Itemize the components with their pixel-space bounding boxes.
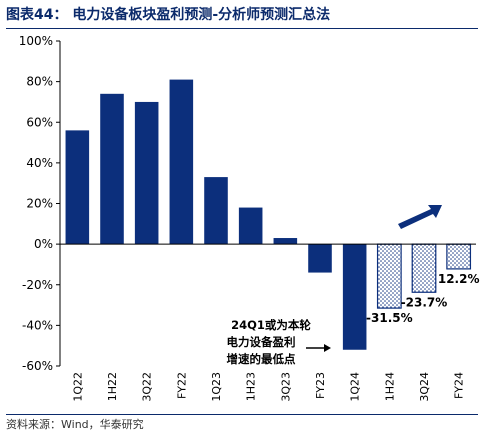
bar — [342, 244, 367, 350]
bar — [308, 244, 332, 273]
y-tick-label: 80% — [26, 75, 53, 89]
source-note: 资料来源：Wind，华泰研究 — [6, 414, 478, 435]
x-tick-label: 1Q24 — [349, 372, 362, 402]
data-labels: -31.5% -23.7% 12.2% — [366, 272, 479, 325]
y-tick-label: 100% — [19, 34, 53, 48]
bar — [204, 177, 228, 245]
forecast-bar — [411, 243, 437, 293]
y-tick-label: 60% — [26, 115, 53, 129]
annotation-line-3: 增速的最低点 — [227, 352, 296, 366]
forecast-bar — [376, 243, 402, 309]
x-tick-label: 1H24 — [383, 372, 396, 401]
x-tick-label: FY24 — [453, 372, 466, 399]
figure-title: 图表44： 电力设备板块盈利预测-分析师预测汇总法 — [6, 2, 478, 29]
bars — [65, 79, 472, 350]
bar — [238, 207, 263, 245]
y-tick-label: -60% — [22, 359, 53, 373]
annotation-line-1: 24Q1或为本轮 — [231, 318, 311, 332]
bar — [134, 101, 159, 245]
x-tick-label: 3Q24 — [418, 372, 431, 402]
x-axis: 1Q22 1H22 3Q22 FY22 1Q23 1H23 3Q23 FY23 1Q24 1H24… — [60, 243, 476, 402]
data-label: 12.2% — [438, 272, 480, 286]
bar — [169, 79, 194, 245]
x-tick-label: 1Q22 — [71, 372, 84, 402]
y-tick-label: 20% — [26, 197, 53, 211]
forecast-bar — [446, 243, 472, 270]
y-axis: 100% 80% 60% 40% 20% 0% -20% -40% -60% — [19, 34, 61, 373]
bar — [65, 130, 90, 245]
data-label: -23.7% — [401, 295, 448, 309]
upward-trend-arrow-icon — [398, 205, 442, 229]
bar — [273, 238, 298, 245]
annotation-note: 24Q1或为本轮 电力设备盈利 增速的最低点 — [227, 318, 331, 366]
bar-chart: 100% 80% 60% 40% 20% 0% -20% -40% -60% 1Q22 1H22 3… — [19, 34, 480, 402]
pointer-arrow-icon — [306, 344, 331, 352]
x-tick-label: 1H22 — [106, 372, 119, 401]
x-tick-label: 3Q23 — [279, 372, 292, 402]
x-tick-label: 1Q23 — [210, 372, 223, 402]
y-tick-label: 0% — [34, 237, 53, 251]
x-tick-label: 3Q22 — [141, 372, 154, 402]
annotation-line-2: 电力设备盈利 — [227, 335, 296, 349]
bar — [100, 93, 124, 245]
y-tick-label: -20% — [22, 278, 53, 292]
y-tick-label: 40% — [26, 156, 53, 170]
x-tick-label: 1H23 — [245, 372, 258, 401]
data-label: -31.5% — [366, 311, 413, 325]
y-tick-label: -40% — [22, 318, 53, 332]
x-tick-label: FY23 — [314, 372, 327, 399]
x-tick-label: FY22 — [175, 372, 188, 399]
